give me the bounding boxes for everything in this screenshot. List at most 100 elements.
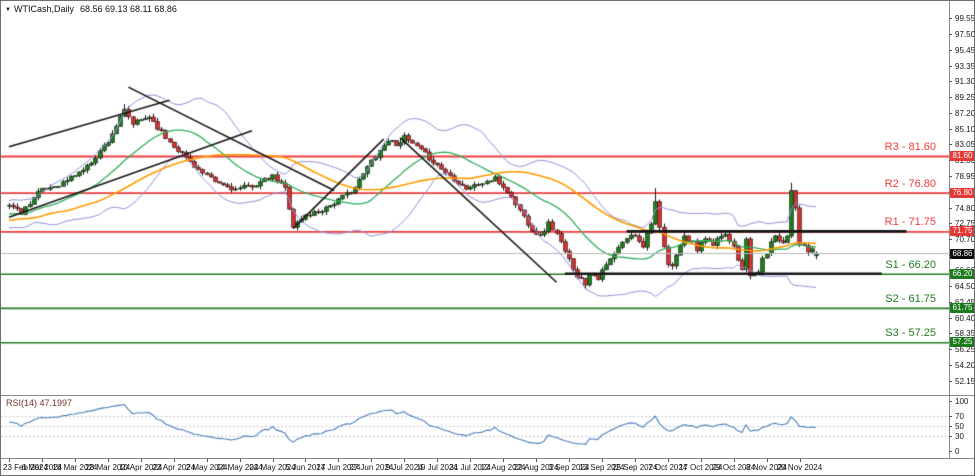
rsi-indicator-label: RSI(14) 47.1997 [6, 398, 73, 408]
date-tick-mark [371, 459, 373, 462]
date-label: 18 Mar 2024 [52, 463, 98, 472]
price-tick-mark [949, 144, 952, 146]
price-tick-mark [949, 33, 952, 35]
date-label: 22 Apr 2024 [152, 463, 196, 472]
date-tick-mark [74, 459, 76, 462]
date-tick-mark [338, 459, 340, 462]
date-label: 28 Mar 2024 [85, 463, 131, 472]
date-label: 20 Nov 2024 [776, 463, 823, 472]
date-label: 3 Sep 2024 [548, 463, 590, 472]
date-label: 25 Sep 2024 [612, 463, 658, 472]
price-badge-81.60: 81.60 [950, 151, 974, 161]
price-tick-label: 83.05 [955, 140, 975, 150]
rsi-tick-mark [949, 425, 952, 427]
date-tick-mark [568, 459, 570, 462]
price-tick-label: 87.20 [955, 108, 975, 118]
price-badge-76.80: 76.80 [950, 187, 974, 198]
price-tick-label: 52.15 [955, 376, 975, 386]
date-label: 27 Jun 2024 [349, 463, 394, 472]
date-label: 17 Oct 2024 [678, 463, 723, 472]
price-tick-mark [949, 365, 952, 367]
price-tick-label: 97.50 [955, 29, 975, 39]
date-tick-mark [536, 459, 537, 462]
chart-title: ▼ WTICash,Daily 68.56 69.13 68.11 68.86 [5, 4, 177, 14]
date-label: 29 Oct 2024 [711, 463, 756, 472]
price-tick-mark [949, 18, 952, 20]
rsi-tick-mark [949, 450, 952, 452]
price-tick-mark [949, 380, 952, 382]
level-label-s1: S1 - 66.20 [885, 258, 936, 271]
level-label-r3: R3 - 81.60 [884, 141, 936, 153]
price-tick-label: 95.45 [955, 45, 975, 55]
symbol-dropdown-icon[interactable]: ▼ [5, 7, 11, 13]
date-label: 2 May 2024 [185, 463, 228, 472]
price-tick-mark [949, 65, 952, 67]
rsi-tick-mark [949, 435, 952, 437]
date-label: 19 Jul 2024 [416, 463, 458, 472]
date-label: 6 Mar 2024 [21, 463, 63, 472]
date-tick-mark [41, 459, 43, 462]
price-tick-mark [949, 207, 952, 209]
date-label: 22 Aug 2024 [513, 463, 559, 472]
price-tick-mark [949, 223, 952, 225]
price-tick-mark [949, 128, 952, 130]
price-axis[interactable]: 99.55 97.50 95.45 93.35 91.30 89.25 87.20 85.10… [949, 1, 975, 458]
date-tick-mark [634, 459, 636, 462]
date-tick-mark [173, 459, 175, 462]
date-tick-mark [503, 459, 504, 462]
panel-separator[interactable] [1, 395, 974, 396]
date-tick-mark [799, 459, 801, 462]
date-tick-mark [206, 459, 208, 462]
price-tick-label: 99.55 [955, 14, 975, 24]
rsi-tick-mark [949, 400, 952, 402]
rsi-tick-label: 30 [955, 431, 964, 441]
price-tick-label: 85.10 [955, 124, 975, 134]
date-tick-mark [733, 459, 735, 462]
price-badge-61.75: 61.75 [950, 302, 974, 313]
price-tick-label: 91.30 [955, 77, 975, 87]
date-tick-mark [601, 459, 603, 462]
date-tick-mark [667, 459, 669, 462]
price-tick-label: 70.70 [955, 234, 975, 244]
price-tick-label: 78.95 [955, 171, 975, 181]
date-label: 5 Jun 2024 [285, 463, 326, 472]
price-badge-68.86: 68.86 [950, 248, 974, 259]
date-label: 17 Jun 2024 [316, 463, 361, 472]
date-tick-mark [766, 459, 768, 462]
date-tick-mark [107, 459, 109, 462]
price-tick-mark [949, 286, 952, 288]
time-axis[interactable]: 23 Feb 2024 6 Mar 2024 18 Mar 2024 28 Mar 2… [1, 459, 949, 475]
price-tick-mark [949, 317, 952, 319]
price-badge-71.75: 71.75 [950, 226, 974, 237]
date-label: 9 Jul 2024 [385, 463, 423, 472]
price-tick-label: 64.50 [955, 282, 975, 292]
price-tick-label: 93.35 [955, 61, 975, 71]
date-label: 31 Jul 2024 [449, 463, 491, 472]
rsi-tick-mark [949, 415, 952, 417]
date-tick-mark [305, 459, 307, 462]
rsi-tick-label: 50 [955, 421, 964, 431]
date-tick-mark [437, 459, 439, 462]
date-label: 14 May 2024 [216, 463, 263, 472]
date-tick-mark [700, 459, 702, 462]
price-tick-mark [949, 238, 952, 240]
price-tick-mark [949, 333, 952, 335]
rsi-tick-label: 70 [955, 411, 964, 421]
date-tick-mark [239, 459, 241, 462]
price-tick-mark [949, 81, 952, 83]
price-tick-mark [949, 49, 952, 51]
rsi-tick-label: 0 [955, 446, 960, 456]
price-tick-mark [949, 302, 952, 303]
price-tick-mark [949, 175, 952, 177]
date-tick-mark [9, 459, 10, 462]
date-label: 13 Sep 2024 [579, 463, 625, 472]
price-tick-label: 72.75 [955, 219, 975, 229]
time-axis-separator [1, 458, 974, 459]
chart-title-symbol: WTICash,Daily [13, 4, 74, 14]
chart-title-quotes: 68.56 69.13 68.11 68.86 [79, 4, 177, 14]
price-tick-mark [949, 97, 952, 98]
date-tick-mark [404, 459, 406, 462]
date-tick-mark [140, 459, 142, 462]
price-chart-canvas[interactable] [1, 1, 949, 458]
price-tick-label: 89.25 [955, 93, 975, 102]
